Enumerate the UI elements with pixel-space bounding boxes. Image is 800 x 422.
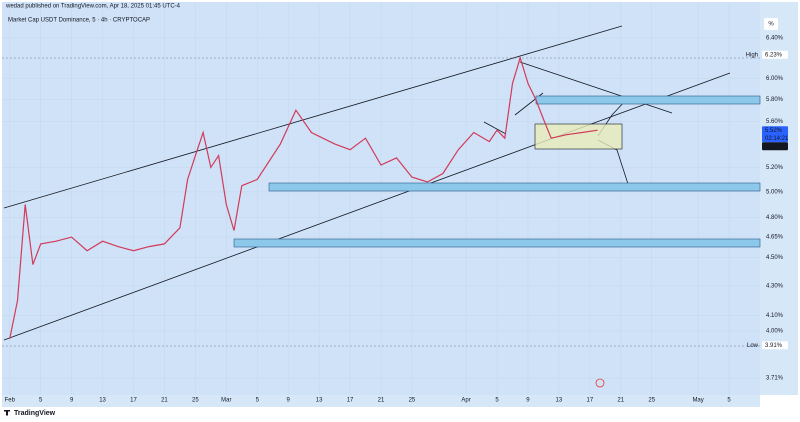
triangle-line [483,121,507,135]
price-label-box [762,126,788,143]
price-label-box [762,50,788,59]
y-tick-label: 4.30% [766,284,784,290]
y-tick-label: 4.50% [766,255,784,261]
x-tick-label: 5 [39,398,43,404]
x-tick-label: 17 [347,398,354,404]
x-tick-label: 13 [316,398,323,404]
y-tick-label: 4.10% [766,313,784,319]
price-line [9,55,598,340]
x-tick-label: 5 [495,398,499,404]
price-label-name: High [746,52,758,58]
time-axis [2,395,760,407]
x-tick-label: 25 [648,398,655,404]
channel-bottom [3,72,731,341]
price-axis [760,2,798,395]
y-tick-label: 4.65% [766,235,784,241]
x-tick-label: 9 [70,398,74,404]
x-tick-label: 13 [556,398,563,404]
y-tick-label: 5.60% [766,119,784,125]
x-tick-label: Feb [5,398,16,404]
y-tick-label: 3.71% [766,376,784,382]
x-tick-label: 13 [99,398,106,404]
x-tick-label: May [692,398,703,404]
x-tick-label: Mar [221,398,231,404]
x-tick-label: 25 [192,398,199,404]
y-tick-label: 6.00% [766,76,784,82]
y-tick-label: 5.00% [766,189,784,195]
x-tick-label: 25 [409,398,416,404]
x-tick-label: 17 [586,398,593,404]
brand-logo [4,410,10,416]
x-tick-label: 5 [256,398,260,404]
price-label-countdown: 02:14:21 [765,136,789,142]
x-tick-label: 21 [617,398,624,404]
price-label-box [762,341,788,350]
trendline [519,61,673,114]
price-label-box [762,142,788,151]
labels: 6.40% 6.00% 5.80% 5.60% 5.20% 5.00% 4.80% 4.65%… [5,36,789,404]
channel-top [3,25,623,209]
y-tick-label: 5.80% [766,97,784,103]
event-marker [595,378,605,388]
price-label: 3.91% [765,343,783,349]
support-zone [268,182,761,192]
x-tick-label: 17 [130,398,137,404]
series [9,55,598,340]
header-subtitle: Market Cap USDT Dominance, 5 · 4h · CRYP… [8,18,150,24]
x-tick-label: 9 [526,398,530,404]
y-tick-label: 4.00% [766,329,784,335]
y-tick-label: 6.40% [766,36,784,42]
price-label-name: Low [747,343,759,349]
brand: TradingView [14,410,56,417]
scale-button[interactable] [764,18,778,30]
range-box [534,123,623,150]
support-zone-low [233,238,761,248]
x-tick-label: 9 [287,398,291,404]
price-label: 5.38% [765,144,783,150]
x-tick-label: 21 [161,398,168,404]
y-tick-label: 4.80% [766,215,784,221]
x-tick-label: 21 [378,398,385,404]
grid [2,2,760,395]
y-tick-label: 5.20% [766,165,784,171]
price-label: 5.52% [765,128,783,134]
x-tick-label: 5 [727,398,731,404]
header-title: wedad published on TradingView.com, Apr … [5,4,181,10]
resistance-zone [535,95,761,105]
x-tick-label: Apr [461,398,470,404]
price-label: 6.23% [765,52,783,58]
drawings [3,25,731,341]
scale-button-label[interactable]: % [768,22,774,28]
